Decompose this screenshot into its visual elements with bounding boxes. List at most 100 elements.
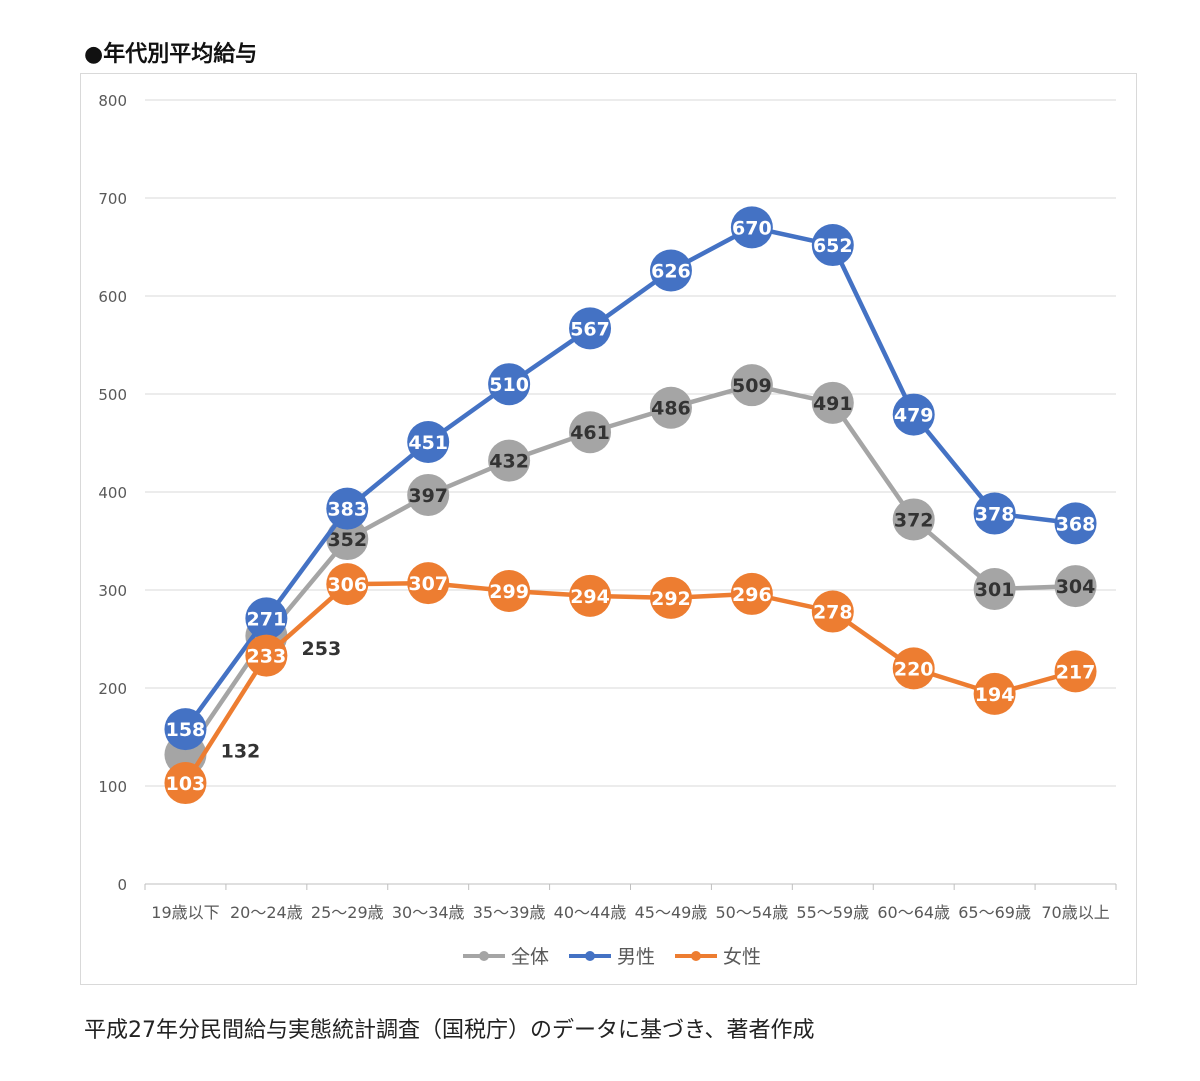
- data-label: 307: [408, 573, 448, 595]
- data-label: 626: [651, 261, 691, 283]
- series-group: 132 253 352 397 432 461 486 509 491 372 301 304 158 2…: [164, 206, 1097, 805]
- series-3: 103 233 306 307 299 294 292 296 278 220 194 217: [164, 562, 1097, 805]
- data-label: 652: [813, 235, 853, 257]
- y-axis-ticks: 0 100 200 300 400 500 600 700 800: [98, 92, 127, 894]
- y-tick-label: 800: [98, 92, 127, 110]
- data-point: [649, 576, 692, 619]
- y-tick-label: 500: [98, 386, 127, 404]
- legend-marker: [691, 951, 701, 961]
- data-point: [1054, 650, 1097, 693]
- data-point: [973, 672, 1016, 715]
- data-label: 372: [894, 509, 934, 531]
- y-tick-label: 300: [98, 582, 127, 600]
- data-point: [649, 386, 692, 429]
- data-label: 491: [813, 393, 853, 415]
- data-point: [892, 498, 935, 541]
- data-label: 271: [247, 608, 287, 630]
- data-label: 158: [166, 719, 206, 741]
- data-label: 278: [813, 602, 853, 624]
- chart-frame: 0 100 200 300 400 500 600 700 800 19歳以下 20〜24歳 25〜…: [80, 73, 1137, 985]
- y-tick-label: 100: [98, 778, 127, 796]
- data-label: 220: [894, 658, 934, 680]
- data-label: 461: [570, 422, 610, 444]
- data-point: [892, 647, 935, 690]
- legend-label: 男性: [617, 946, 655, 968]
- x-tick-label: 45〜49歳: [635, 903, 708, 922]
- data-point: [569, 574, 612, 617]
- data-label: 510: [489, 374, 529, 396]
- series-line: [183, 580, 1077, 785]
- data-point: [811, 224, 854, 267]
- x-tick-label: 60〜64歳: [877, 903, 950, 922]
- data-label: 194: [975, 684, 1015, 706]
- data-point: [1054, 565, 1097, 608]
- legend-marker: [479, 951, 489, 961]
- chart-heading: ●年代別平均給与: [84, 42, 258, 67]
- x-tick-label: 40〜44歳: [554, 903, 627, 922]
- data-point: [1054, 502, 1097, 545]
- x-tick-label: 19歳以下: [151, 903, 219, 922]
- x-tick-label: 25〜29歳: [311, 903, 384, 922]
- data-point: [569, 411, 612, 454]
- data-point: [730, 572, 773, 615]
- data-point: [326, 518, 369, 561]
- legend-marker: [585, 951, 595, 961]
- data-point: [811, 381, 854, 424]
- data-point: [407, 421, 450, 464]
- data-point: [569, 307, 612, 350]
- data-label: 132: [221, 741, 261, 763]
- data-label: 378: [975, 504, 1015, 526]
- data-label: 306: [327, 574, 367, 596]
- x-tick-label: 65〜69歳: [958, 903, 1031, 922]
- data-point: [407, 473, 450, 516]
- data-point: [164, 762, 207, 805]
- data-point: [892, 393, 935, 436]
- x-tick-label: 30〜34歳: [392, 903, 465, 922]
- legend: 全体 男性 女性: [463, 946, 761, 968]
- legend-label: 全体: [511, 946, 549, 968]
- y-tick-label: 600: [98, 288, 127, 306]
- y-tick-label: 200: [98, 680, 127, 698]
- legend-label: 女性: [723, 946, 761, 968]
- x-tick-label: 20〜24歳: [230, 903, 303, 922]
- data-point: [488, 569, 531, 612]
- data-point: [730, 364, 773, 407]
- data-label: 292: [651, 588, 691, 610]
- data-point: [488, 439, 531, 482]
- data-label: 397: [408, 485, 448, 507]
- data-label: 486: [651, 398, 691, 420]
- y-tick-label: 700: [98, 190, 127, 208]
- data-label: 451: [408, 432, 448, 454]
- data-label: 479: [894, 405, 934, 427]
- data-point: [245, 597, 288, 640]
- data-label: 304: [1056, 576, 1096, 598]
- data-label: 233: [247, 646, 287, 668]
- data-label: 670: [732, 217, 772, 239]
- line-chart: 0 100 200 300 400 500 600 700 800 19歳以下 20〜24歳 25〜…: [98, 92, 1117, 968]
- series-line: [183, 225, 1076, 731]
- data-label: 352: [327, 529, 367, 551]
- gridlines: [145, 99, 1116, 885]
- data-point: [488, 363, 531, 406]
- data-point: [973, 568, 1016, 611]
- data-label: 296: [732, 584, 772, 606]
- data-point: [730, 206, 773, 249]
- data-label: 509: [732, 375, 772, 397]
- data-label: 103: [166, 773, 206, 795]
- data-label: 383: [327, 499, 367, 521]
- data-label: 432: [489, 451, 529, 473]
- source-note: 平成27年分民間給与実態統計調査（国税庁）のデータに基づき、著者作成: [84, 1018, 815, 1043]
- data-label: 368: [1056, 513, 1096, 535]
- data-point: [407, 562, 450, 605]
- data-label: 567: [570, 318, 610, 340]
- x-tick-label: 50〜54歳: [716, 903, 789, 922]
- data-point: [326, 563, 369, 606]
- data-label: 299: [489, 581, 529, 603]
- series-line: [183, 382, 1076, 756]
- series-2: 158 271 383 451 510 567 626 670 652 479 378 368: [164, 206, 1097, 751]
- x-axis: 19歳以下 20〜24歳 25〜29歳 30〜34歳 35〜39歳 40〜44歳 45〜49…: [144, 884, 1117, 922]
- y-tick-label: 0: [117, 876, 127, 894]
- data-point: [649, 249, 692, 292]
- x-tick-label: 70歳以上: [1041, 903, 1109, 922]
- data-label: 301: [975, 579, 1015, 601]
